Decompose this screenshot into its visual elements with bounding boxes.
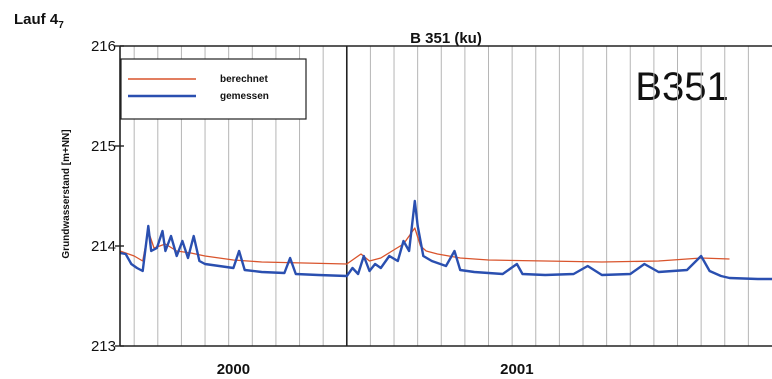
- chart-title: B 351 (ku): [410, 30, 482, 47]
- legend-label-gemessen: gemessen: [220, 91, 269, 102]
- y-tick-label: 213: [91, 338, 116, 355]
- series-line-berechnet: [119, 227, 730, 265]
- y-tick-label: 215: [91, 138, 116, 155]
- legend-box: [120, 58, 307, 120]
- axis-layer: 216 215 214 213 2000 2001: [91, 38, 772, 378]
- series-layer: [119, 199, 772, 281]
- station-label: B351: [635, 65, 728, 109]
- x-tick-label: 2000: [217, 361, 250, 378]
- y-tick-label: 216: [91, 38, 116, 55]
- x-tick-label: 2001: [500, 361, 533, 378]
- run-label: Lauf 47: [14, 11, 64, 31]
- series-line-gemessen: [119, 199, 772, 281]
- legend: berechnet gemessen: [120, 58, 307, 120]
- legend-label-berechnet: berechnet: [220, 74, 268, 85]
- run-label-subscript: 7: [58, 20, 64, 31]
- y-tick-label: 214: [91, 238, 116, 255]
- y-axis-label: Grundwasserstand [m+NN]: [61, 129, 72, 258]
